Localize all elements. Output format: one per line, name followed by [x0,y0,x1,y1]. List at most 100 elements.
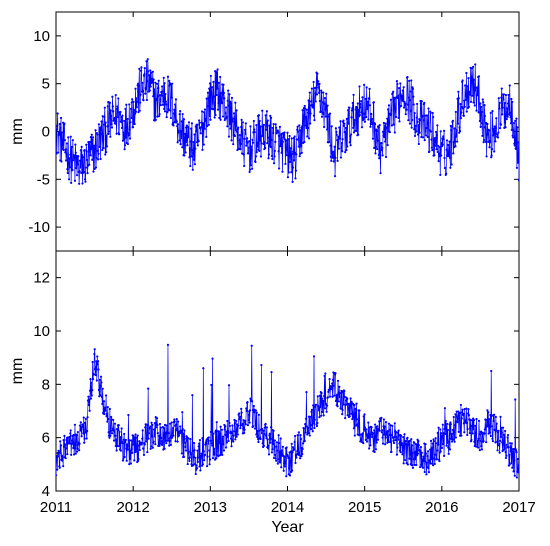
data-point [293,151,297,154]
data-point [455,410,458,413]
data-point [99,128,102,131]
data-point [448,140,451,143]
data-point [119,110,122,114]
data-point [262,444,266,447]
data-point [268,434,271,437]
data-point [385,126,388,129]
data-point [56,124,59,127]
data-point [410,438,413,441]
data-point [490,414,493,418]
data-point [455,129,458,132]
data-point [190,122,194,125]
data-point [318,99,322,103]
data-point [351,101,354,105]
data-point [419,449,422,452]
data-point [66,453,69,456]
data-point [395,80,399,83]
data-point [231,424,234,427]
data-point [274,123,277,126]
data-point [459,117,463,120]
data-point [410,464,413,467]
data-point [412,95,415,98]
data-point [322,91,325,94]
data-point [149,69,152,72]
data-point [385,433,388,436]
data-point [199,469,202,472]
data-point [120,436,123,439]
data-point [421,114,424,118]
data-point [431,149,434,152]
data-point [415,116,418,119]
data-point [101,402,104,406]
y-tick-label: 6 [42,430,50,447]
data-point [184,449,188,452]
data-point [418,465,422,469]
data-point [176,420,180,423]
data-point [199,132,202,135]
data-point [338,126,341,129]
data-point [310,100,313,103]
data-point [179,425,182,428]
data-point [492,419,495,423]
data-point [293,448,296,451]
data-point [425,473,428,476]
data-point [208,87,211,90]
data-point [363,120,367,123]
data-point [509,122,513,125]
data-point [400,443,403,447]
data-point [280,449,283,452]
data-point [103,106,106,109]
data-point [396,446,399,449]
data-point [204,117,207,121]
data-point [512,129,515,132]
data-point [212,432,215,435]
data-point [326,104,329,107]
data-point [242,153,245,156]
data-point [114,434,117,437]
data-point [189,140,192,143]
data-point [272,442,275,445]
data-point [198,442,201,445]
data-point [515,166,519,169]
data-point [104,409,107,412]
data-point [381,154,384,157]
data-point [100,381,103,384]
data-point [188,456,191,459]
data-point [208,449,211,452]
data-point [338,137,341,140]
data-point [376,147,379,151]
data-point [159,426,162,429]
data-point [402,436,405,439]
data-point [240,118,243,121]
data-point [349,135,352,138]
data-point [282,136,285,139]
data-point [158,115,161,118]
data-point [141,429,144,432]
data-point [208,458,212,461]
data-point [212,80,215,83]
data-point [263,432,266,436]
data-point [114,122,117,125]
data-point [64,443,67,446]
data-point [121,114,124,117]
data-point [371,435,374,439]
data-point [450,129,453,132]
data-point [109,135,112,138]
data-point [262,429,265,432]
data-point [363,116,366,119]
data-point [227,89,230,92]
data-point [86,416,89,419]
data-point [200,126,203,129]
data-point [147,432,151,435]
data-point [309,428,313,431]
data-point [94,166,98,169]
data-point [514,398,517,401]
data-point [314,92,317,95]
data-point [68,435,71,439]
data-point [182,455,186,459]
data-point [208,115,211,118]
data-point [452,438,455,441]
data-point [469,427,472,430]
data-point [441,435,444,438]
data-point [215,93,218,97]
